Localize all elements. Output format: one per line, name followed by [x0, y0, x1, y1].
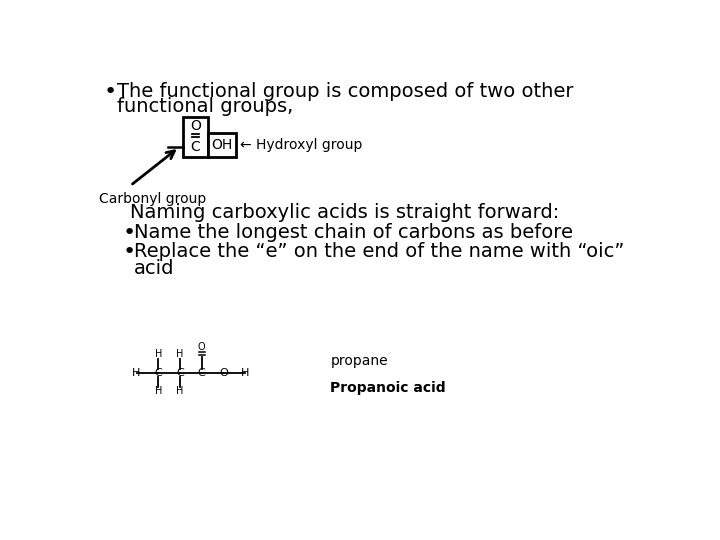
Text: OH: OH: [211, 138, 233, 152]
Text: H: H: [176, 386, 184, 396]
Text: C: C: [198, 368, 205, 378]
Text: C: C: [176, 368, 184, 378]
Text: Propanoic acid: Propanoic acid: [330, 381, 446, 395]
Text: Naming carboxylic acids is straight forward:: Naming carboxylic acids is straight forw…: [130, 204, 559, 222]
Text: The functional group is composed of two other: The functional group is composed of two …: [117, 82, 574, 101]
Text: H: H: [176, 349, 184, 359]
Bar: [208, 132, 235, 157]
Text: O: O: [219, 368, 228, 378]
Text: functional groups,: functional groups,: [117, 97, 293, 116]
Text: ← Hydroxyl group: ← Hydroxyl group: [240, 138, 363, 152]
Text: O: O: [198, 342, 205, 353]
Text: •: •: [104, 82, 117, 102]
Text: C: C: [191, 140, 200, 154]
Text: H: H: [240, 368, 249, 378]
Text: H: H: [132, 368, 140, 378]
Text: •: •: [122, 222, 136, 242]
Text: Name the longest chain of carbons as before: Name the longest chain of carbons as bef…: [134, 222, 573, 241]
Text: Replace the “e” on the end of the name with “oic”: Replace the “e” on the end of the name w…: [134, 242, 624, 261]
Text: O: O: [190, 119, 201, 133]
Text: C: C: [154, 368, 162, 378]
Text: •: •: [122, 242, 136, 262]
Text: acid: acid: [134, 259, 175, 278]
Text: H: H: [155, 349, 162, 359]
Text: propane: propane: [330, 354, 388, 368]
Bar: [183, 117, 208, 157]
Text: Carbonyl group: Carbonyl group: [99, 192, 207, 206]
Text: H: H: [155, 386, 162, 396]
